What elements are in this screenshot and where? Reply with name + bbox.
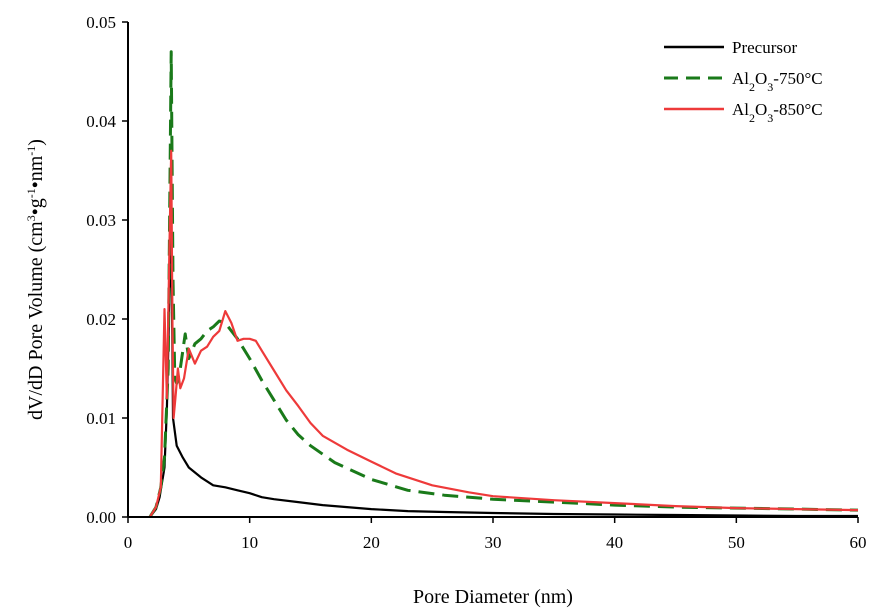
x-tick-label: 0: [124, 533, 133, 552]
x-tick-label: 40: [606, 533, 623, 552]
y-axis-title: dV/dD Pore Volume (cm3•g-1•nm-1): [24, 139, 47, 420]
y-tick-label: 0.03: [86, 211, 116, 230]
x-tick-label: 30: [485, 533, 502, 552]
y-tick-label: 0.04: [86, 112, 116, 131]
x-tick-label: 50: [728, 533, 745, 552]
series-line-2: [148, 149, 859, 518]
x-tick-label: 10: [241, 533, 258, 552]
series-line-1: [148, 50, 859, 518]
x-tick-label: 20: [363, 533, 380, 552]
legend-label-1: Al2O3-750°C: [732, 69, 823, 94]
y-tick-label: 0.00: [86, 508, 116, 527]
legend: Precursor Al2O3-750°C Al2O3-850°C: [664, 38, 823, 125]
legend-label-2: Al2O3-850°C: [732, 100, 823, 125]
tick-labels: 0 10 20 30 40 50 60 0.00 0.01 0.02 0.03 0.04 0.05: [86, 13, 866, 552]
series-line-0: [149, 209, 858, 518]
axes: [122, 21, 859, 523]
x-tick-label: 60: [850, 533, 867, 552]
x-axis-title: Pore Diameter (nm): [413, 586, 573, 608]
legend-label-0: Precursor: [732, 38, 797, 57]
y-tick-label: 0.05: [86, 13, 116, 32]
axis-titles: Pore Diameter (nm) dV/dD Pore Volume (cm3…: [24, 139, 573, 608]
plot-lines: [148, 50, 859, 518]
y-tick-label: 0.01: [86, 409, 116, 428]
y-tick-label: 0.02: [86, 310, 116, 329]
